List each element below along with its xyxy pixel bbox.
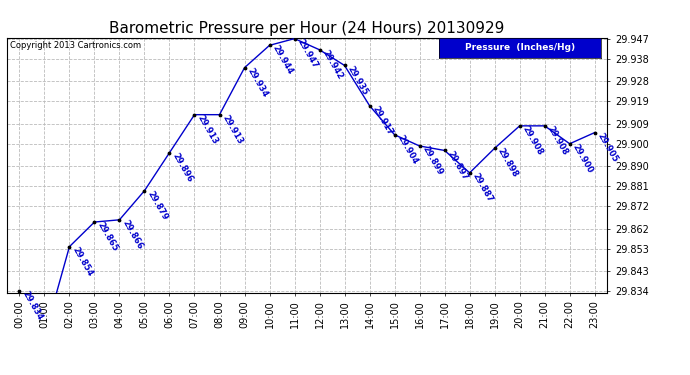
Text: 29.913: 29.913 (196, 113, 220, 146)
Text: 29.905: 29.905 (596, 131, 620, 164)
Text: 29.908: 29.908 (546, 124, 570, 157)
Text: 29.866: 29.866 (121, 218, 145, 251)
Text: 29.917: 29.917 (371, 104, 395, 137)
Text: 29.887: 29.887 (471, 171, 495, 204)
Text: 29.935: 29.935 (346, 64, 370, 96)
Text: 29.934: 29.934 (246, 66, 270, 99)
Text: 29.947: 29.947 (296, 37, 320, 70)
Text: 29.834: 29.834 (21, 290, 45, 322)
Text: 29.908: 29.908 (521, 124, 545, 157)
Text: 29.944: 29.944 (271, 44, 295, 76)
Text: 29.904: 29.904 (396, 134, 420, 166)
Text: 29.879: 29.879 (146, 189, 170, 222)
Text: 29.898: 29.898 (496, 147, 520, 179)
Text: 29.900: 29.900 (571, 142, 595, 175)
Text: 29.913: 29.913 (221, 113, 245, 146)
Text: 29.896: 29.896 (171, 151, 195, 184)
Text: 29.942: 29.942 (321, 48, 345, 81)
Text: 29.897: 29.897 (446, 149, 470, 182)
Text: 29.899: 29.899 (421, 145, 445, 177)
Text: 29.814: 29.814 (0, 374, 1, 375)
Text: 29.854: 29.854 (71, 245, 95, 278)
Text: Copyright 2013 Cartronics.com: Copyright 2013 Cartronics.com (10, 41, 141, 50)
Text: 29.865: 29.865 (96, 220, 120, 253)
Title: Barometric Pressure per Hour (24 Hours) 20130929: Barometric Pressure per Hour (24 Hours) … (109, 21, 505, 36)
